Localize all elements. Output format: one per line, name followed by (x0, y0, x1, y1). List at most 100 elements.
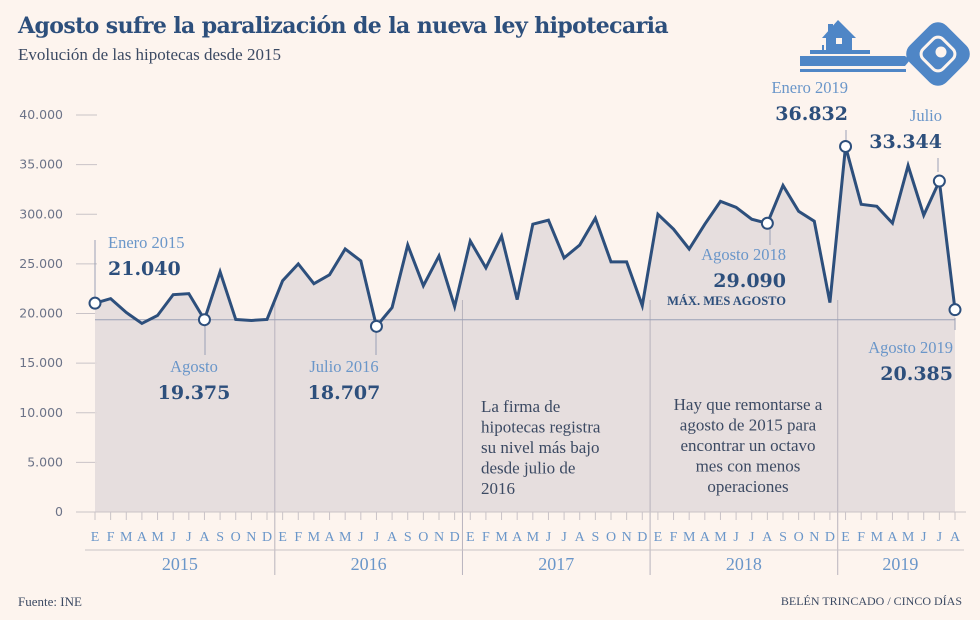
month-tick-label: M (871, 530, 884, 545)
month-tick-label: F (107, 530, 115, 545)
month-tick-label: S (404, 530, 412, 545)
annotation-value: 20.385 (880, 363, 953, 385)
month-tick-label: M (527, 530, 540, 545)
annotation-marker (932, 174, 946, 188)
month-tick-label: N (809, 530, 819, 545)
month-tick-label: A (137, 530, 148, 545)
month-tick-label: M (902, 530, 915, 545)
year-tick-label: 2018 (726, 554, 762, 574)
annotation: Julio 2016 18.707 (308, 319, 383, 404)
month-tick-label: F (482, 530, 490, 545)
month-tick-label: A (387, 530, 398, 545)
chart-subtitle: Evolución de las hipotecas desde 2015 (18, 45, 281, 64)
month-tick-label: F (670, 530, 678, 545)
annotation-label: Agosto 2018 (701, 245, 786, 264)
year-tick-label: 2017 (538, 554, 574, 574)
month-tick-label: M (683, 530, 696, 545)
y-tick-label: 15.000 (19, 355, 63, 370)
house-key-icon (800, 14, 970, 103)
month-tick-label: E (91, 530, 100, 545)
annotation-marker (88, 296, 102, 310)
month-tick-label: M (120, 530, 133, 545)
annotation-label: Enero 2015 (108, 233, 185, 252)
month-tick-label: J (937, 530, 943, 545)
year-dividers (274, 300, 839, 575)
note-lowest-august-since-2015: Hay que remontarse a agosto de 2015 parae… (674, 395, 823, 496)
y-tick-label: 300.00 (19, 206, 63, 221)
annotation: Agosto 2018 29.090 MÁX. MES AGOSTO (667, 216, 786, 308)
annotation-value: 18.707 (308, 382, 381, 404)
annotation: Agosto 2019 20.385 (868, 303, 962, 385)
month-tick-label: D (262, 530, 272, 545)
month-tick-label: M (714, 530, 727, 545)
month-tick-label: A (700, 530, 711, 545)
annotation-label: Enero 2019 (771, 78, 848, 97)
month-tick-label: A (762, 530, 773, 545)
month-tick-label: J (749, 530, 755, 545)
annotation: Agosto 19.375 (158, 313, 231, 404)
area-layer (95, 146, 955, 513)
annotation-note: MÁX. MES AGOSTO (667, 294, 786, 308)
annotation-label: Agosto 2019 (868, 338, 953, 357)
month-tick-label: M (308, 530, 321, 545)
y-tick-label: 20.000 (19, 306, 63, 321)
note-line: su nivel más bajo (481, 438, 600, 457)
annotation-marker (839, 139, 853, 153)
year-tick-label: 2015 (162, 554, 198, 574)
annotation-value: 21.040 (108, 258, 181, 280)
note-line: agosto de 2015 para (680, 416, 817, 435)
month-tick-label: E (278, 530, 287, 545)
month-tick-label: S (779, 530, 787, 545)
chart-title: Agosto sufre la paralización de la nueva… (18, 13, 669, 39)
annotation-value: 36.832 (775, 103, 848, 125)
note-line: hipotecas registra (481, 418, 601, 437)
note-line: operaciones (707, 477, 788, 496)
note-line: desde julio de (481, 459, 575, 478)
annotation-label: Agosto (170, 357, 218, 376)
annotation-value: 19.375 (158, 382, 231, 404)
month-tick-label: E (654, 530, 663, 545)
source-label: Fuente: INE (18, 594, 82, 609)
month-tick-label: A (199, 530, 210, 545)
annotation-label: Julio (910, 106, 942, 125)
month-tick-label: A (324, 530, 335, 545)
month-tick-label: M (151, 530, 164, 545)
month-tick-label: J (186, 530, 192, 545)
month-tick-label: J (921, 530, 927, 545)
month-tick-label: A (887, 530, 898, 545)
annotation: Julio 33.344 (869, 106, 946, 188)
annotation-marker (760, 216, 774, 230)
month-tick-label: E (841, 530, 850, 545)
note-line: 2016 (481, 479, 515, 498)
note-line: Hay que remontarse a (674, 395, 823, 414)
month-tick-label: J (546, 530, 552, 545)
annotations: Enero 2015 21.040 Agosto 19.375 Julio 2016 18… (88, 78, 962, 404)
month-tick-label: M (495, 530, 508, 545)
y-tick-label: 10.000 (19, 405, 63, 420)
month-tick-label: N (246, 530, 256, 545)
month-tick-label: J (561, 530, 567, 545)
month-tick-label: D (637, 530, 647, 545)
year-tick-label: 2019 (882, 554, 918, 574)
month-tick-label: E (466, 530, 475, 545)
month-tick-label: D (825, 530, 835, 545)
month-tick-label: O (794, 530, 804, 545)
month-tick-label: F (294, 530, 302, 545)
annotation-value: 29.090 (713, 270, 786, 292)
year-tick-label: 2016 (351, 554, 387, 574)
annotation: Enero 2019 36.832 (771, 78, 853, 153)
series-area (95, 146, 955, 513)
month-tick-label: N (434, 530, 444, 545)
month-tick-label: O (606, 530, 616, 545)
y-tick-label: 0 (55, 504, 63, 519)
y-tick-label: 40.000 (19, 107, 63, 122)
y-tick-label: 5.000 (27, 454, 63, 469)
month-tick-label: A (575, 530, 586, 545)
y-tick-label: 35.000 (19, 157, 63, 172)
month-tick-label: N (622, 530, 632, 545)
y-tick-label: 25.000 (19, 256, 63, 271)
note-line: mes con menos (696, 457, 801, 476)
